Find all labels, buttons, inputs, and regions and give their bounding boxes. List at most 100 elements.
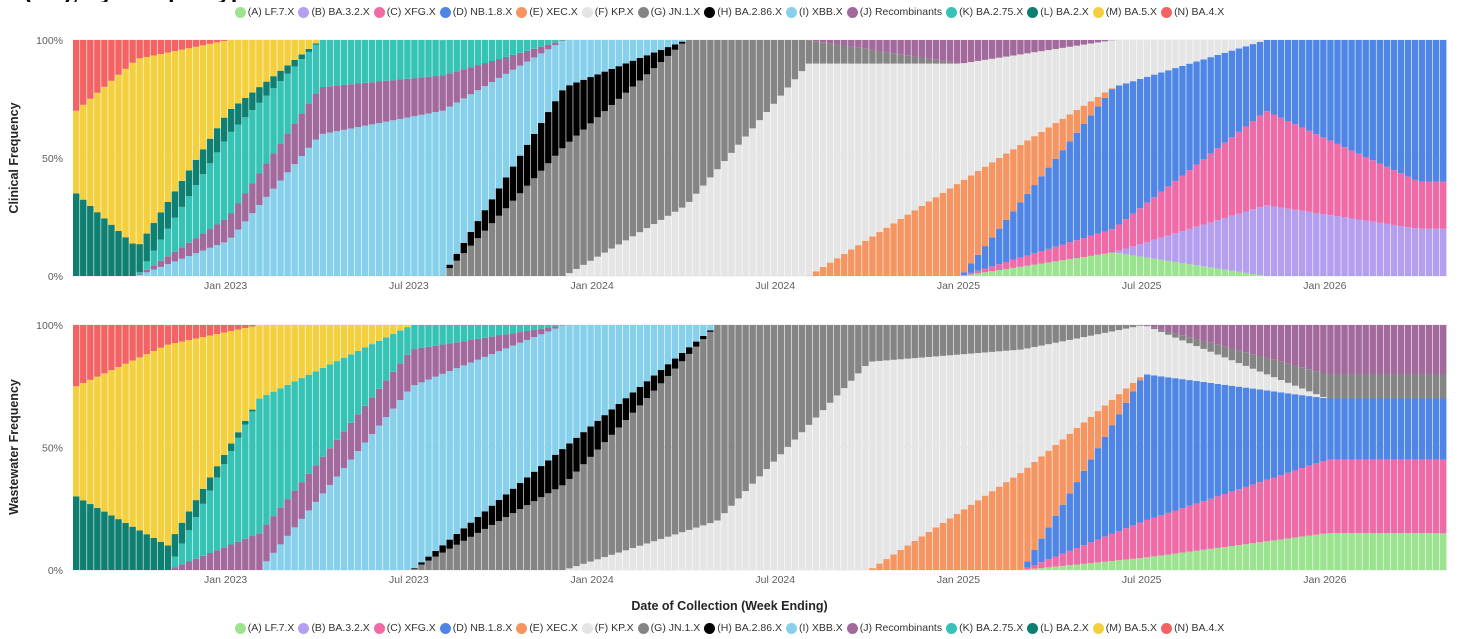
bar-segment <box>340 357 348 432</box>
bar-segment <box>890 359 897 555</box>
bar-segment <box>467 522 475 537</box>
bar-segment <box>1031 253 1038 265</box>
bar-segment <box>552 40 559 43</box>
legend-item[interactable]: (A) LF.7.X <box>234 6 294 18</box>
bar-segment <box>967 263 975 273</box>
bar-segment <box>615 66 622 99</box>
bar-segment <box>559 40 566 42</box>
bar-segment <box>862 325 869 367</box>
bar-segment <box>756 325 763 477</box>
legend-item[interactable]: (E) XEC.X <box>516 622 578 634</box>
bar-segment <box>284 65 291 74</box>
legend-item[interactable]: (C) XFG.X <box>373 622 436 634</box>
legend-item[interactable]: (M) BA.5.X <box>1092 6 1157 18</box>
bar-segment <box>559 485 566 570</box>
bar-segment <box>742 136 749 276</box>
legend-item[interactable]: (F) KP.X <box>581 6 634 18</box>
bar-segment <box>580 264 587 276</box>
bar-segment <box>467 94 475 232</box>
bar-segment <box>150 265 157 270</box>
bar-segment <box>192 253 200 276</box>
bar-segment <box>1327 374 1334 399</box>
legend-item[interactable]: (B) BA.3.2.X <box>298 622 370 634</box>
bar-segment <box>1263 40 1271 112</box>
legend-item[interactable]: (N) BA.4.X <box>1161 6 1224 18</box>
legend-swatch <box>846 622 858 634</box>
bar-segment <box>284 133 291 173</box>
bar-segment <box>439 373 446 546</box>
bar-segment <box>1115 224 1123 251</box>
legend-item[interactable]: (E) XEC.X <box>516 6 578 18</box>
legend-item[interactable]: (J) Recombinants <box>846 622 942 634</box>
bar-segment <box>242 325 249 328</box>
bar-segment <box>1341 374 1348 399</box>
legend-item[interactable]: (L) BA.2.X <box>1027 622 1089 634</box>
legend-item[interactable]: (H) BA.2.86.X <box>704 622 782 634</box>
bar-segment <box>171 251 179 262</box>
legend-item[interactable]: (C) XFG.X <box>373 6 436 18</box>
bar-segment <box>1200 340 1207 349</box>
bar-segment <box>1256 389 1264 483</box>
legend-item[interactable]: (K) BA.2.75.X <box>946 6 1023 18</box>
legend-item[interactable]: (K) BA.2.75.X <box>946 622 1023 634</box>
bar-segment <box>242 40 249 98</box>
bar-segment <box>1108 425 1116 534</box>
bar-segment <box>890 554 897 570</box>
bar-segment <box>397 118 404 276</box>
bar-segment <box>319 456 327 494</box>
bar-segment <box>819 40 827 43</box>
bar-segment <box>523 325 531 331</box>
bar-segment <box>432 76 439 113</box>
bar-segment <box>636 386 644 406</box>
bar-segment <box>911 325 918 359</box>
bar-segment <box>671 211 679 276</box>
bar-segment <box>693 346 700 528</box>
bar-segment <box>1052 123 1059 159</box>
legend-item[interactable]: (G) JN.1.X <box>637 6 700 18</box>
bar-segment <box>1306 391 1313 397</box>
legend-item[interactable]: (L) BA.2.X <box>1027 6 1089 18</box>
legend-item[interactable]: (G) JN.1.X <box>637 622 700 634</box>
bar-segment <box>1369 533 1376 570</box>
legend-item[interactable]: (I) XBB.X <box>786 6 843 18</box>
bar-segment <box>502 40 510 57</box>
bar-segment <box>1066 339 1073 434</box>
legend-item[interactable]: (D) NB.1.8.X <box>439 622 512 634</box>
bar-segment <box>1383 374 1391 399</box>
legend-item[interactable]: (H) BA.2.86.X <box>704 6 782 18</box>
legend-item[interactable]: (B) BA.3.2.X <box>298 6 370 18</box>
bar-segment <box>235 325 242 330</box>
bar-segment <box>1136 208 1144 245</box>
bar-segment <box>826 43 834 64</box>
legend-item[interactable]: (D) NB.1.8.X <box>439 6 512 18</box>
bar-segment <box>1425 325 1433 374</box>
bar-segment <box>291 66 298 124</box>
bar-segment <box>1418 40 1426 182</box>
bar-segment <box>185 170 193 196</box>
legend-item[interactable]: (J) Recombinants <box>846 6 942 18</box>
legend-item[interactable]: (I) XBB.X <box>786 622 843 634</box>
bar-segment <box>1418 398 1426 460</box>
bar-segment <box>404 117 411 276</box>
bar-segment <box>129 243 136 276</box>
bar-segment <box>1362 220 1369 276</box>
bar-segment <box>340 431 348 468</box>
bar-segment <box>531 471 538 502</box>
bar-segment <box>848 380 855 570</box>
legend-item[interactable]: (F) KP.X <box>581 622 634 634</box>
bar-segment <box>812 40 820 42</box>
legend-item[interactable]: (M) BA.5.X <box>1092 622 1157 634</box>
legend-item[interactable]: (N) BA.4.X <box>1161 622 1224 634</box>
bar-segment <box>981 166 989 247</box>
bar-segment <box>671 49 679 212</box>
bar-segment <box>1207 351 1214 383</box>
bar-segment <box>967 274 975 276</box>
bar-segment <box>481 337 489 357</box>
bar-segment <box>80 325 87 384</box>
bar-segment <box>742 491 749 570</box>
bar-segment <box>502 208 510 276</box>
bar-segment <box>425 40 432 77</box>
legend-item[interactable]: (A) LF.7.X <box>234 622 294 634</box>
bar-segment <box>1425 181 1433 229</box>
bar-segment <box>848 40 855 47</box>
